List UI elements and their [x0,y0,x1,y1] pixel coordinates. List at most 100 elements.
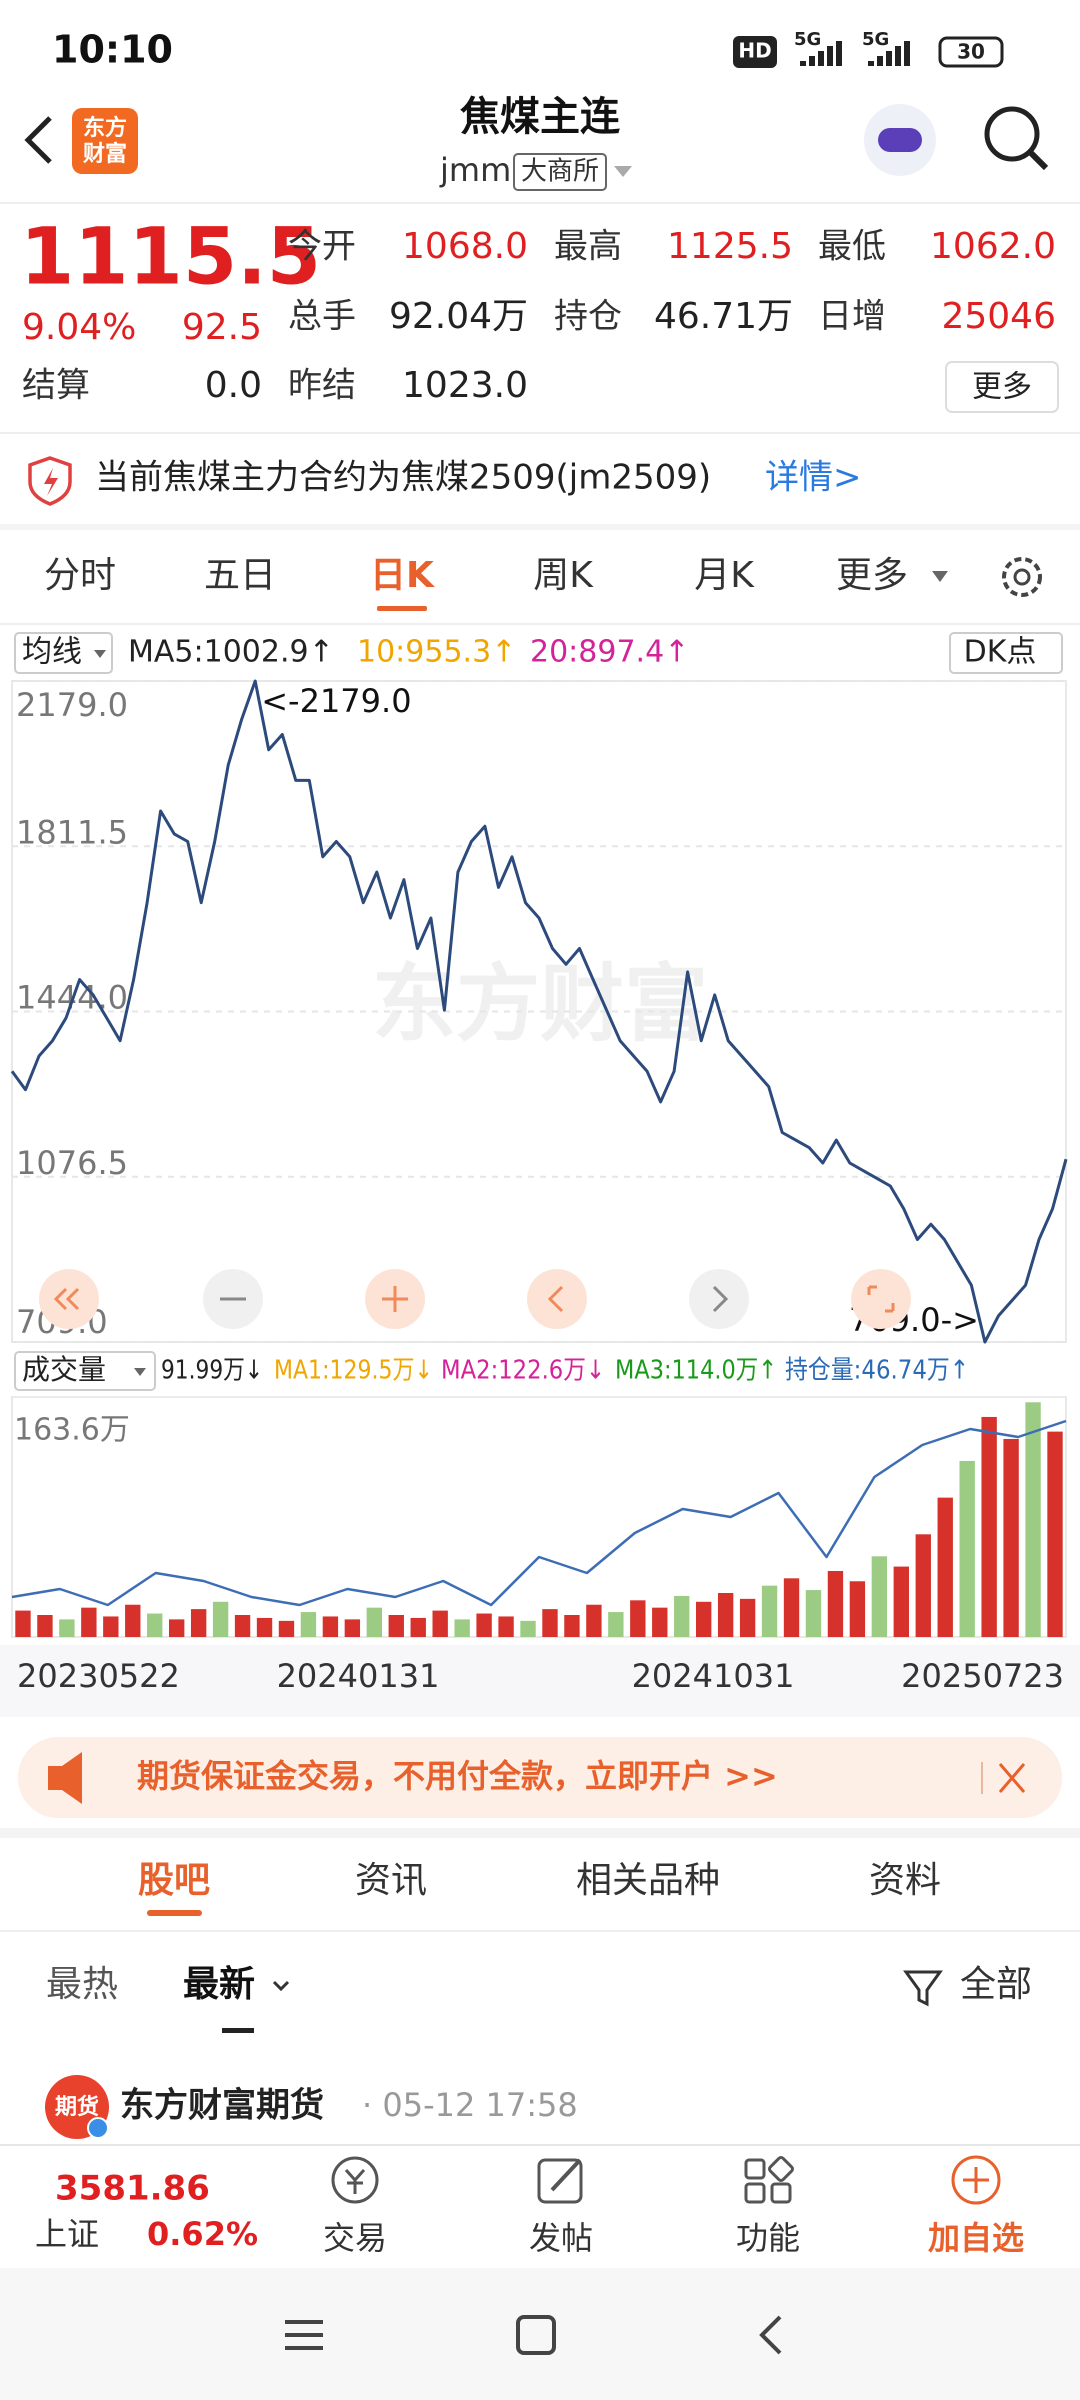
bottom-nav-label[interactable]: 交易 [323,2219,387,2257]
volume-menu[interactable] [14,1351,156,1391]
notice-link: 详情> [765,458,862,498]
volume-menu-label: 成交量 [22,1353,106,1386]
more-button[interactable] [945,361,1059,413]
field-value: 25046 [941,296,1056,337]
volume-bar [1025,1402,1041,1637]
search-button[interactable] [984,106,1040,162]
change-amount: 92.5 [182,307,262,348]
content-tab[interactable]: 相关品种 [576,1860,720,1901]
period-tab[interactable]: 分时 [44,555,116,596]
volume-bar [169,1619,185,1637]
volume-bar [344,1619,361,1637]
date-strip [0,1645,1080,1717]
network-type: 5G [794,29,821,50]
y-tick-label: 1076.5 [16,1144,128,1182]
bottom-nav-label[interactable]: 发帖 [529,2219,593,2257]
signal-bar [827,46,833,66]
hd-label: HD [738,39,771,63]
period-tab[interactable]: 五日 [204,555,276,596]
period-tab[interactable]: 更多 [836,555,908,596]
volume-bar [498,1616,514,1637]
watchlist-icon[interactable] [951,2155,1001,2205]
volume-bar [849,1581,866,1637]
signal-bar [904,41,910,66]
ad-banner[interactable] [18,1737,1062,1818]
assistant-face [878,128,922,152]
nav-home[interactable] [516,2315,556,2355]
trade-icon[interactable] [331,2156,379,2204]
volume-stat: 持仓量:46.74万↑ [785,1356,969,1386]
ma-value: 20:897.4↑ [530,635,689,670]
contract-code: jmm [439,151,511,189]
back-button[interactable] [24,116,52,164]
volume-bar [103,1616,119,1637]
filter-option[interactable]: 最新 [183,1964,255,2005]
chart-control-icon [382,1286,408,1312]
field-label: 最高 [554,227,622,267]
volume-bar [125,1604,141,1637]
content-tab[interactable]: 资讯 [355,1860,427,1901]
volume-bar [190,1609,207,1637]
volume-bar [937,1497,953,1637]
field-value: 1023.0 [402,365,528,406]
period-tab[interactable]: 月K [694,555,755,596]
divider [0,524,1080,530]
nav-menu[interactable] [285,2320,323,2350]
x-tick-label: 20240131 [277,1657,440,1695]
ad-close[interactable] [998,1763,1026,1793]
volume-bar [59,1619,75,1637]
chart-control-icon [547,1285,564,1313]
signal-bar [877,56,883,66]
max-annotation: <-2179.0 [261,682,411,720]
filter-option[interactable]: 最热 [46,1964,118,2005]
chart-control[interactable] [851,1269,911,1329]
dk-button[interactable] [949,632,1063,674]
notice-bolt [44,468,58,496]
more-arrow [932,571,948,582]
exchange-badge [513,153,607,191]
field-value: 1125.5 [667,226,793,267]
field-value: 92.04万 [389,296,528,337]
bottom-nav-label[interactable]: 加自选 [928,2219,1024,2257]
filter-icon[interactable] [903,1970,943,2007]
function-icon[interactable] [744,2158,766,2180]
volume-bar [234,1614,251,1637]
notice-icon [28,456,72,506]
volume-bar [564,1614,580,1637]
avatar-text: 期货 [55,2094,99,2120]
settings-hub [1013,568,1031,586]
ma-value: MA5:1002.9↑ [128,635,334,670]
exchange-name: 大商所 [521,157,599,187]
field-label: 日增 [818,297,886,337]
settings-button[interactable] [1002,557,1042,597]
system-nav [0,2268,1080,2400]
more-label: 更多 [972,370,1032,405]
volume-bar [542,1609,558,1637]
period-tab[interactable]: 日K [370,555,435,596]
filter-option[interactable]: 全部 [960,1964,1032,2005]
notice-text: 当前焦煤主力合约为焦煤2509(jm2509) [95,458,711,498]
ma-menu[interactable] [14,632,113,674]
volume-bar [278,1620,295,1637]
megaphone-icon [48,1752,82,1804]
bottom-nav-label[interactable]: 功能 [736,2219,800,2257]
post-icon[interactable] [537,2158,583,2204]
volume-bar [388,1614,404,1637]
chart-control[interactable] [689,1269,749,1329]
y-tick-label: 163.6万 [14,1413,130,1448]
y-tick-label: 2179.0 [16,686,128,724]
verified-badge [87,2117,109,2139]
signal-bar [886,51,892,66]
field-value: 46.71万 [654,296,793,337]
ma-menu-label: 均线 [22,635,82,670]
chart-control[interactable] [527,1269,587,1329]
volume-bar [959,1460,975,1637]
nav-back[interactable] [759,2315,782,2355]
volume-bar [147,1613,163,1637]
content-tab[interactable]: 股吧 [138,1860,210,1901]
content-tab[interactable]: 资料 [869,1860,941,1901]
period-tab[interactable]: 周K [533,555,594,596]
volume-bar [410,1617,426,1637]
volume-menu-arrow [134,1368,146,1376]
